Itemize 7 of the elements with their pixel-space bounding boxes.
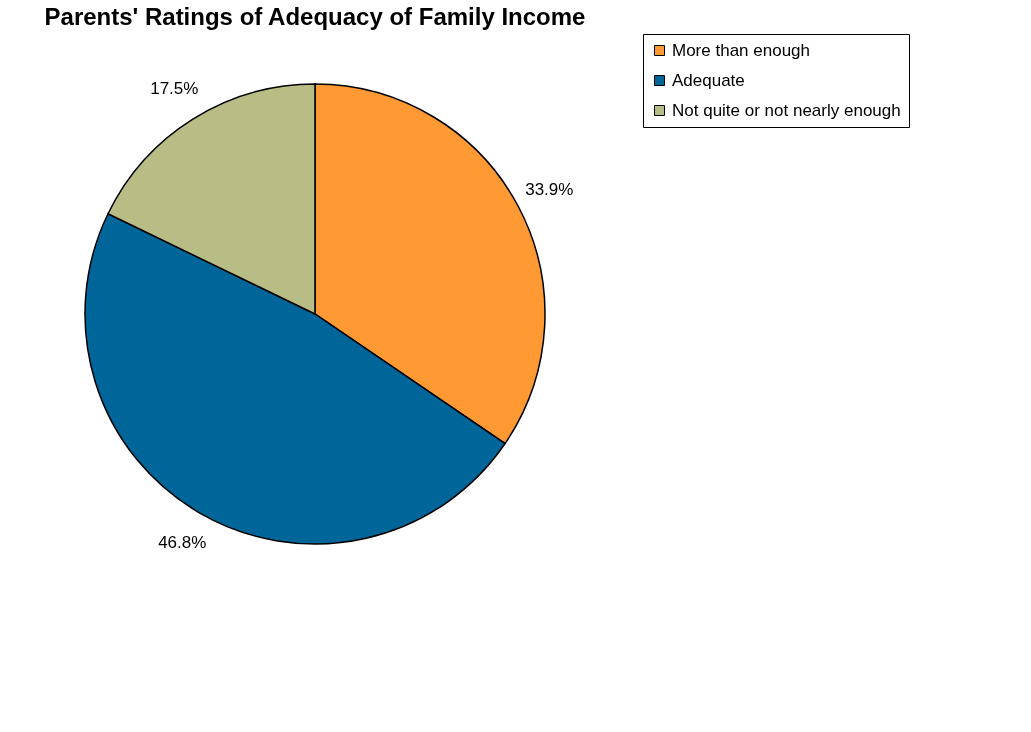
chart-title: Parents' Ratings of Adequacy of Family Income (44, 2, 586, 30)
data-label: 33.9% (525, 180, 574, 200)
legend-label: Adequate (672, 70, 745, 90)
data-label: 46.8% (158, 533, 207, 553)
data-label: 17.5% (150, 79, 199, 99)
legend-label: Not quite or not nearly enough (672, 100, 901, 120)
legend-label: More than enough (672, 40, 810, 60)
